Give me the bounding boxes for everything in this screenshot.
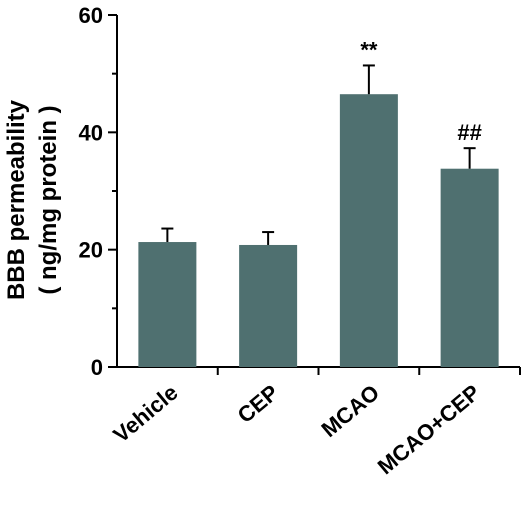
x-tick-label: Vehicle bbox=[108, 380, 182, 448]
y-tick-label: 20 bbox=[79, 238, 103, 263]
y-axis-title: BBB permeability ( ng/mg protein ) bbox=[3, 99, 62, 300]
significance-label: ## bbox=[457, 120, 481, 145]
y-tick-label: 40 bbox=[79, 120, 103, 145]
x-tick-label: MCAO bbox=[317, 380, 385, 442]
y-axis-title-line1: BBB permeability bbox=[3, 99, 30, 300]
bar bbox=[239, 244, 298, 367]
bar bbox=[138, 242, 197, 367]
bar bbox=[440, 168, 499, 367]
x-tick-label: MCAO+CEP bbox=[373, 380, 485, 480]
plot-area: 0 20 40 60 Vehicle CEP ** MCAO ## MCAO+CEP bbox=[79, 3, 521, 480]
y-tick-label: 60 bbox=[79, 3, 103, 28]
y-axis-title-line2: ( ng/mg protein ) bbox=[35, 105, 62, 294]
x-tick-label: CEP bbox=[233, 380, 284, 428]
bar bbox=[339, 94, 398, 367]
y-tick-label: 0 bbox=[91, 355, 103, 380]
significance-label: ** bbox=[360, 37, 378, 62]
